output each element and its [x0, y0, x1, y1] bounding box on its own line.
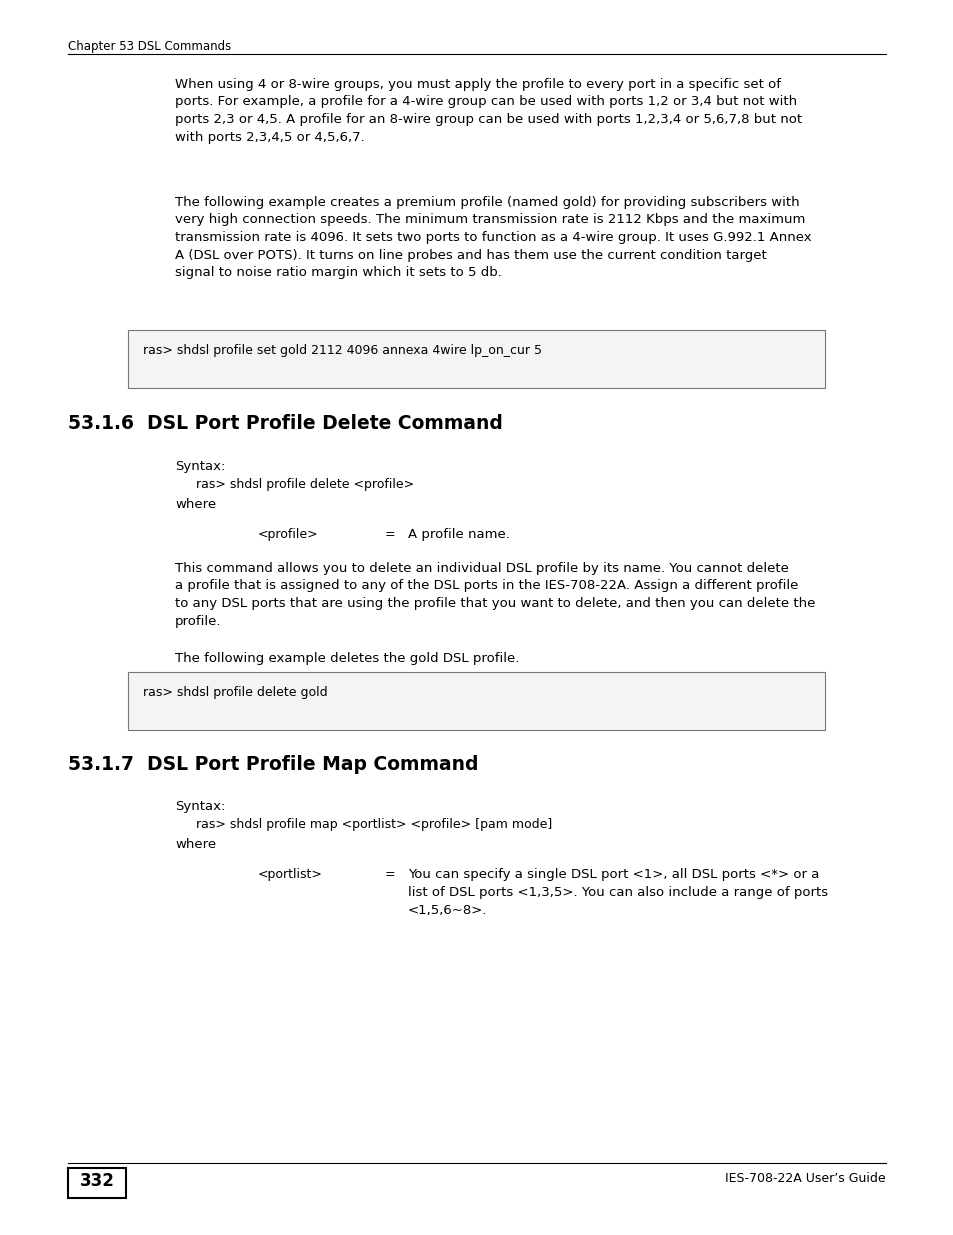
- Text: ras> shdsl profile delete gold: ras> shdsl profile delete gold: [143, 685, 327, 699]
- Text: 53.1.6  DSL Port Profile Delete Command: 53.1.6 DSL Port Profile Delete Command: [68, 414, 502, 433]
- Text: You can specify a single DSL port <1>, all DSL ports <*> or a
list of DSL ports : You can specify a single DSL port <1>, a…: [408, 868, 827, 918]
- Text: where: where: [174, 498, 216, 511]
- Bar: [68, 1168, 126, 1198]
- Text: ras> shdsl profile set gold 2112 4096 annexa 4wire lp_on_cur 5: ras> shdsl profile set gold 2112 4096 an…: [143, 345, 541, 357]
- Text: 53.1.7  DSL Port Profile Map Command: 53.1.7 DSL Port Profile Map Command: [68, 755, 478, 774]
- Text: =: =: [385, 868, 395, 881]
- Text: 332: 332: [79, 1172, 114, 1191]
- Text: =: =: [385, 529, 395, 541]
- Text: ras> shdsl profile delete <profile>: ras> shdsl profile delete <profile>: [195, 478, 414, 492]
- Text: <portlist>: <portlist>: [257, 868, 322, 881]
- Text: When using 4 or 8-wire groups, you must apply the profile to every port in a spe: When using 4 or 8-wire groups, you must …: [174, 78, 801, 143]
- Bar: [128, 672, 824, 730]
- Text: A profile name.: A profile name.: [408, 529, 509, 541]
- Text: Syntax:: Syntax:: [174, 459, 225, 473]
- Text: IES-708-22A User’s Guide: IES-708-22A User’s Guide: [724, 1172, 885, 1186]
- Text: This command allows you to delete an individual DSL profile by its name. You can: This command allows you to delete an ind…: [174, 562, 815, 627]
- Text: The following example creates a premium profile (named gold) for providing subsc: The following example creates a premium …: [174, 196, 811, 279]
- Text: Syntax:: Syntax:: [174, 800, 225, 813]
- Text: where: where: [174, 839, 216, 851]
- Text: Chapter 53 DSL Commands: Chapter 53 DSL Commands: [68, 40, 231, 53]
- Text: The following example deletes the gold DSL profile.: The following example deletes the gold D…: [174, 652, 518, 664]
- Text: ras> shdsl profile map <portlist> <profile> [pam mode]: ras> shdsl profile map <portlist> <profi…: [195, 818, 552, 831]
- Text: <profile>: <profile>: [257, 529, 318, 541]
- Bar: [128, 330, 824, 388]
